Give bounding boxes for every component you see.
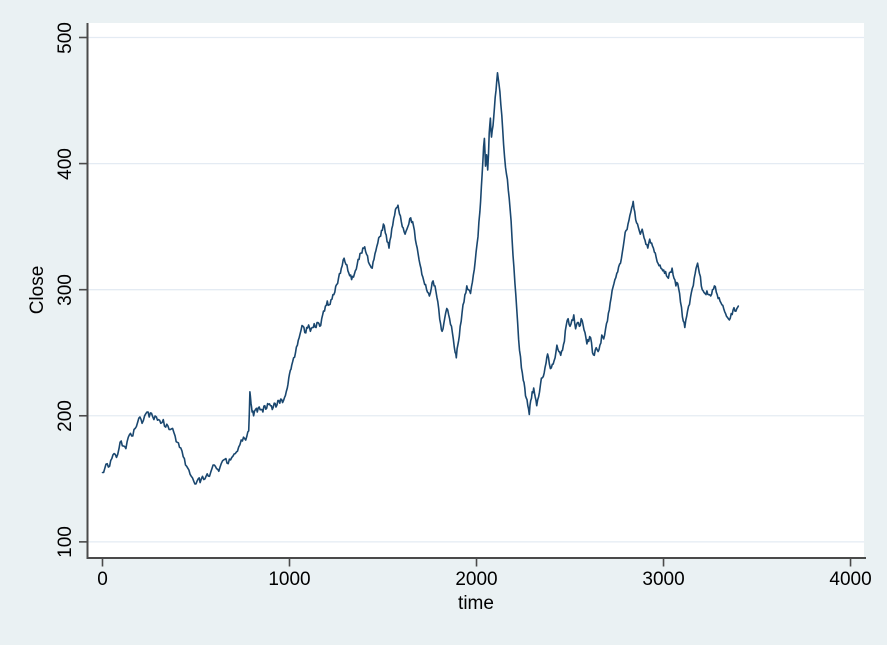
x-tick-label: 3000 <box>642 569 685 590</box>
series-line-close <box>101 72 740 485</box>
x-tick-label: 2000 <box>455 569 498 590</box>
y-tick-label: 300 <box>55 273 76 306</box>
y-tick-label: 200 <box>55 399 76 432</box>
x-axis-title: time <box>458 593 494 614</box>
x-tick-label: 1000 <box>268 569 311 590</box>
x-tick-label: 4000 <box>829 569 872 590</box>
y-tick-label: 400 <box>55 147 76 180</box>
y-tick-label: 500 <box>55 21 76 54</box>
x-tick-label: 0 <box>97 569 108 590</box>
y-tick-label: 100 <box>55 526 76 558</box>
y-axis-title: Close <box>27 265 48 315</box>
